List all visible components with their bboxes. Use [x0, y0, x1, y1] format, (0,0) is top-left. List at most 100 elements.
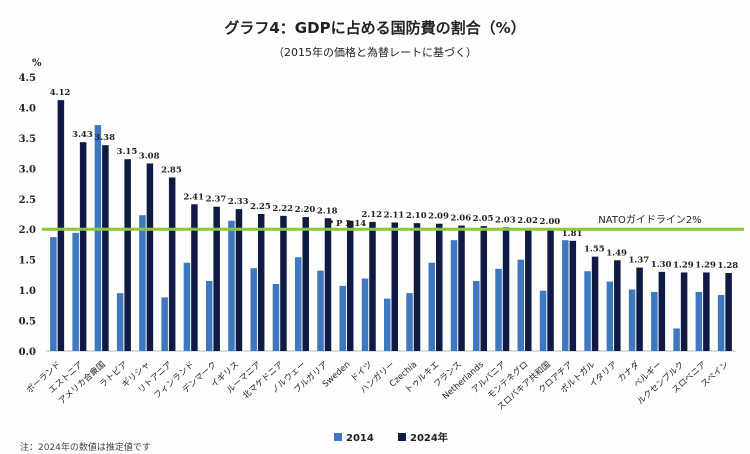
bar-2024年: [636, 267, 643, 351]
bar-2024年: [547, 229, 554, 351]
value-label: 2.10: [406, 211, 427, 221]
value-label: 2.85: [161, 165, 182, 175]
bar-2014: [673, 328, 680, 351]
value-label: 1.81: [562, 229, 583, 239]
bar-2024年: [235, 209, 243, 351]
bar-2014: [539, 290, 547, 351]
y-tick-label: 0.0: [19, 347, 36, 358]
value-label: 2.20: [295, 205, 316, 215]
bar-2024年: [324, 218, 332, 351]
value-label: 1.28: [718, 261, 739, 271]
bar-2024年: [57, 100, 65, 351]
value-label: 3.15: [117, 147, 138, 157]
value-label: 3.43: [72, 130, 93, 140]
bar-2024年: [680, 272, 688, 351]
bar-2024年: [458, 225, 465, 351]
bar-2024年: [302, 217, 309, 351]
footnote: 注：2024年の数値は推定値です: [20, 441, 151, 453]
bar-2024年: [658, 271, 666, 351]
bar-2024年: [79, 142, 87, 351]
y-axis-label: %: [32, 58, 42, 69]
bar-2024年: [436, 223, 443, 351]
bar-2014: [139, 215, 146, 351]
bar-2014: [450, 240, 458, 351]
value-label: 2.18: [317, 206, 338, 216]
bar-2014: [339, 285, 346, 351]
y-tick-label: 1.0: [19, 286, 36, 297]
value-label: 1.29: [695, 260, 716, 270]
y-tick-label: 2.5: [19, 195, 36, 206]
value-label: 2.25: [250, 202, 271, 212]
bar-2014: [651, 291, 658, 351]
y-tick-label: 4.5: [19, 73, 36, 84]
value-label: P P 2.14: [327, 219, 366, 229]
bar-2024年: [480, 226, 488, 351]
bar-2024年: [102, 145, 109, 351]
bar-2014: [606, 281, 614, 351]
value-label: 3.08: [139, 151, 160, 161]
bar-2014: [205, 280, 213, 351]
bar-2024年: [124, 159, 131, 351]
y-tick-label: 1.5: [19, 256, 36, 267]
y-tick-label: 3.5: [19, 134, 36, 145]
bar-2014: [628, 289, 636, 351]
value-label: 2.00: [539, 217, 560, 227]
value-label: 1.55: [584, 245, 605, 255]
value-label: 2.12: [361, 210, 382, 220]
bar-2024年: [391, 222, 398, 351]
bar-2024年: [413, 223, 421, 351]
value-label: 2.11: [384, 211, 405, 221]
value-label: 2.37: [206, 195, 227, 205]
bar-2024年: [257, 214, 265, 351]
bar-2024年: [369, 221, 376, 351]
value-label: 2.22: [272, 204, 293, 214]
bar-2024年: [346, 220, 354, 351]
bar-2024年: [569, 240, 577, 351]
value-label: 1.49: [606, 248, 627, 258]
value-label: 2.33: [228, 197, 249, 207]
legend-label: 2024年: [410, 431, 448, 444]
legend-swatch: [334, 433, 342, 441]
bar-2014: [116, 293, 124, 351]
bar-2014: [161, 297, 168, 351]
bar-2024年: [502, 227, 510, 351]
bar-2014: [495, 268, 502, 351]
value-label: 1.37: [628, 256, 649, 266]
bar-2014: [384, 298, 391, 351]
bar-2014: [695, 291, 703, 351]
bar-2014: [428, 262, 436, 351]
y-tick-label: 4.0: [19, 103, 36, 114]
value-label: 4.12: [50, 88, 71, 98]
nato-guideline-label: NATOガイドライン2%: [598, 214, 701, 226]
bar-2014: [717, 294, 725, 351]
bar-2024年: [213, 206, 220, 351]
value-label: 1.29: [673, 260, 694, 270]
bar-2024年: [703, 272, 710, 351]
bar-2014: [294, 257, 302, 351]
bar-2014: [473, 280, 480, 351]
value-label: 2.02: [517, 216, 538, 226]
value-label: 2.41: [183, 192, 204, 202]
bar-2024年: [168, 177, 176, 351]
bar-2024年: [191, 204, 198, 351]
bar-2014: [272, 284, 280, 351]
bar-2014: [250, 268, 257, 351]
bar-2014: [183, 262, 191, 351]
bar-2014: [50, 237, 57, 351]
bar-2024年: [591, 256, 599, 351]
value-label: 2.06: [450, 214, 471, 224]
value-label: 2.03: [495, 215, 516, 225]
value-label: 1.30: [651, 260, 672, 270]
value-label: 2.09: [428, 212, 449, 222]
bar-2024年: [280, 215, 287, 351]
legend-swatch: [398, 433, 406, 441]
bar-2014: [317, 270, 324, 351]
bar-2014: [94, 125, 102, 351]
chart-subtitle: （2015年の価格と為替レートに基づく）: [273, 45, 477, 59]
y-tick-label: 3.0: [19, 164, 36, 175]
bar-2014: [228, 220, 235, 351]
value-label: 2.05: [473, 214, 494, 224]
bar-2014: [517, 259, 525, 351]
bar-2024年: [614, 260, 621, 351]
